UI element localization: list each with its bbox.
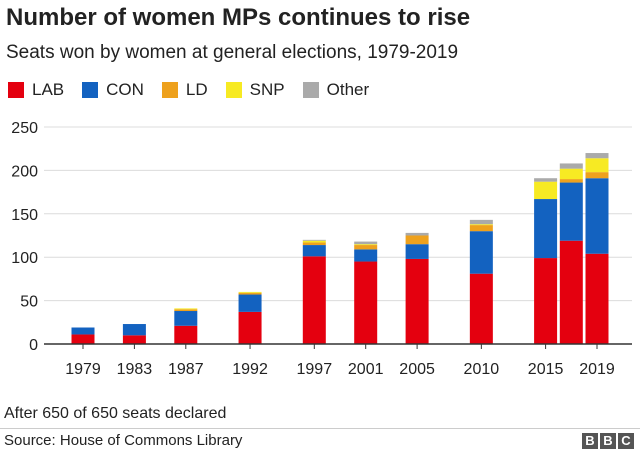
bar-snp-1997 [302,240,326,243]
bar-con-1997 [302,245,326,257]
bar-ld-2010 [469,225,493,232]
chart-subtitle: Seats won by women at general elections,… [6,42,459,63]
legend-item-lab: LAB [8,80,64,100]
legend: LAB CON LD SNP Other [8,80,387,100]
bar-snp-1992 [238,291,262,293]
bar-other-2017 [559,163,583,169]
bar-lab-1987 [174,325,198,344]
bar-lab-1992 [238,311,262,344]
bar-ld-2001 [354,245,378,250]
bar-lab-1983 [122,335,146,344]
footer-divider [0,428,640,429]
bar-other-2010 [469,219,493,225]
bar-ld-1992 [238,292,262,295]
x-tick-label: 2010 [464,361,500,378]
bar-ld-2017 [559,179,583,183]
legend-swatch [302,82,319,98]
legend-swatch [8,82,24,98]
legend-label: LD [185,80,208,99]
bar-ld-2005 [405,235,429,245]
bar-snp-2017 [559,168,583,180]
x-tick-label: 2001 [348,361,384,378]
bar-other-2019 [585,153,609,159]
bar-other-1997 [302,239,326,241]
bar-other-2015 [534,178,558,182]
bar-lab-2019 [585,253,609,344]
bar-con-2017 [559,182,583,241]
x-tick-label: 1983 [117,361,153,378]
stacked-bar-chart: 0 50 100 150 200 250 1979 1983 1987 1992 1997 2001 2… [11,120,632,378]
bar-con-1979 [71,327,95,335]
legend-item-snp: SNP [225,80,285,100]
bar-other-2005 [405,232,429,236]
declared-note: After 650 of 650 seats declared [4,405,227,422]
bar-lab-2005 [405,258,429,344]
bar-lab-2017 [559,240,583,344]
x-tick-label: 2005 [399,361,435,378]
x-tick-label: 1997 [297,361,333,378]
y-tick-label: 150 [11,207,38,224]
bar-snp-2010 [469,224,493,226]
bar-con-2001 [354,249,378,262]
legend-swatch [82,82,99,98]
bar-con-1987 [174,311,198,326]
legend-swatch [225,82,242,98]
legend-label: LAB [32,80,65,99]
bar-lab-2015 [534,258,558,344]
x-tick-label: 2015 [528,361,564,378]
bar-con-2019 [585,178,609,254]
x-tick-label: 1992 [232,361,268,378]
bar-lab-1997 [302,256,326,344]
x-tick-label: 1979 [65,361,101,378]
y-tick-label: 0 [29,337,38,354]
y-tick-label: 250 [11,120,38,137]
bar-lab-1979 [71,334,95,344]
bar-con-1992 [238,294,262,312]
bar-snp-2015 [534,181,558,200]
bar-snp-2019 [585,158,609,173]
bar-snp-2001 [354,244,378,246]
bar-lab-2001 [354,261,378,344]
legend-label: SNP [249,80,285,99]
bar-other-2001 [354,241,378,245]
y-tick-label: 200 [11,163,38,180]
bar-con-2015 [534,199,558,259]
legend-label: CON [106,80,144,99]
legend-swatch [161,82,178,98]
y-tick-label: 50 [20,294,38,311]
legend-item-ld: LD [161,80,208,100]
y-tick-label: 100 [11,250,38,267]
x-tick-label: 2019 [579,361,615,378]
bar-con-2005 [405,244,429,259]
bar-ld-1997 [302,242,326,246]
bar-lab-2010 [469,273,493,344]
source-text: Source: House of Commons Library [4,432,243,449]
bar-con-2010 [469,231,493,274]
bar-snp-1987 [174,308,198,310]
legend-label: Other [326,80,370,99]
x-tick-label: 1987 [168,361,204,378]
chart-title: Number of women MPs continues to rise [6,4,471,31]
bar-ld-1987 [174,309,198,312]
bar-ld-2019 [585,172,609,179]
legend-item-other: Other [302,80,370,100]
bar-con-1983 [122,324,146,336]
legend-item-con: CON [82,80,144,100]
